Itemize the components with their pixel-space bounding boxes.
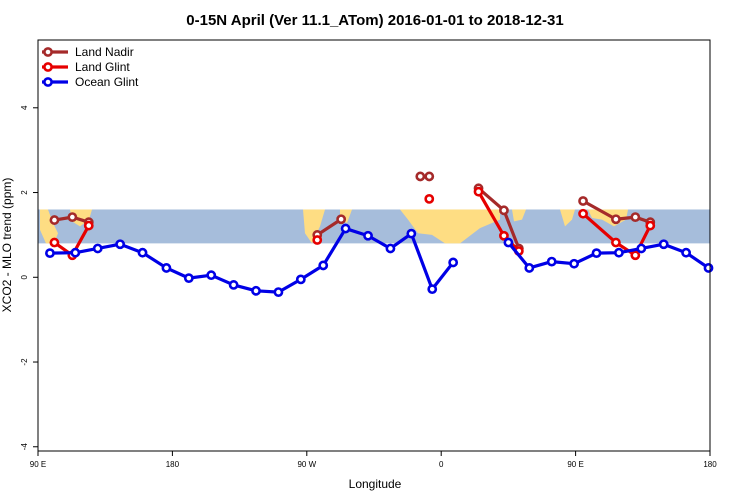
data-point bbox=[406, 228, 417, 239]
y-axis-label: XCO2 - MLO trend (ppm) bbox=[0, 178, 14, 313]
data-point bbox=[295, 274, 306, 285]
data-point bbox=[499, 230, 509, 241]
data-point bbox=[70, 247, 81, 258]
legend-label: Land Glint bbox=[75, 60, 130, 74]
land-mass bbox=[303, 209, 325, 244]
series-line bbox=[507, 241, 710, 270]
y-tick-label: 2 bbox=[20, 190, 29, 195]
legend-label: Ocean Glint bbox=[75, 75, 139, 89]
data-point bbox=[115, 239, 126, 250]
legend-swatch-marker bbox=[43, 47, 53, 57]
data-point bbox=[703, 263, 714, 273]
data-point bbox=[591, 248, 602, 259]
x-tick-label: 90 W bbox=[297, 460, 316, 469]
data-point bbox=[336, 214, 347, 225]
x-tick-label: 180 bbox=[703, 460, 717, 469]
data-point bbox=[611, 214, 621, 225]
data-point bbox=[424, 171, 435, 182]
legend-item: Land Glint bbox=[42, 60, 130, 74]
land-mass bbox=[512, 209, 526, 222]
data-point bbox=[49, 215, 60, 225]
y-tick-label: 4 bbox=[20, 105, 29, 110]
plot-area bbox=[38, 171, 714, 298]
data-point bbox=[503, 237, 514, 248]
x-axis: 90 E 180 90 W 0 90 E 180 bbox=[30, 451, 717, 469]
data-point bbox=[312, 235, 323, 245]
data-point bbox=[273, 287, 284, 298]
y-tick-label: -2 bbox=[20, 358, 29, 366]
land-mass bbox=[40, 209, 58, 244]
data-point bbox=[578, 196, 588, 206]
land-mass bbox=[560, 209, 575, 227]
data-point bbox=[645, 220, 656, 231]
land-mass bbox=[400, 209, 500, 244]
data-point bbox=[49, 237, 60, 248]
legend-swatch-marker bbox=[43, 62, 53, 72]
x-axis-label: Longitude bbox=[349, 477, 402, 491]
data-point bbox=[183, 273, 194, 284]
y-axis: -4 -2 0 2 4 bbox=[20, 105, 38, 450]
data-point bbox=[524, 263, 535, 273]
data-point bbox=[161, 263, 172, 273]
data-point bbox=[473, 186, 484, 197]
legend-item: Ocean Glint bbox=[42, 75, 139, 89]
data-point bbox=[636, 243, 647, 254]
data-point bbox=[385, 243, 396, 254]
data-point bbox=[228, 280, 239, 290]
data-point bbox=[499, 205, 509, 216]
x-tick-label: 90 E bbox=[30, 460, 46, 469]
x-tick-label: 0 bbox=[439, 460, 444, 469]
data-point bbox=[569, 258, 580, 269]
data-point bbox=[92, 243, 103, 254]
data-point bbox=[137, 247, 148, 258]
x-tick-label: 180 bbox=[166, 460, 180, 469]
chart-title: 0-15N April (Ver 11.1_ATom) 2016-01-01 t… bbox=[186, 12, 563, 29]
data-point bbox=[614, 247, 624, 258]
x-tick-label: 90 E bbox=[567, 460, 583, 469]
data-point bbox=[658, 239, 669, 250]
data-point bbox=[340, 223, 351, 234]
legend-swatch-marker bbox=[43, 77, 53, 87]
data-point bbox=[630, 250, 641, 261]
data-point bbox=[630, 212, 641, 223]
data-point bbox=[578, 208, 588, 219]
data-point bbox=[611, 237, 621, 248]
data-point bbox=[415, 171, 426, 182]
legend-item: Land Nadir bbox=[42, 45, 134, 59]
data-point bbox=[448, 257, 459, 268]
data-point bbox=[424, 193, 435, 204]
data-point bbox=[318, 260, 329, 271]
data-point bbox=[363, 230, 373, 241]
series-line bbox=[582, 199, 651, 224]
data-point bbox=[83, 220, 94, 231]
legend-label: Land Nadir bbox=[75, 45, 134, 59]
data-point bbox=[546, 256, 557, 267]
data-point bbox=[67, 212, 78, 223]
data-point bbox=[427, 284, 438, 295]
data-point bbox=[251, 285, 261, 296]
series-line bbox=[582, 212, 652, 257]
plot-frame bbox=[37, 39, 711, 452]
y-tick-label: -4 bbox=[20, 443, 29, 451]
data-point bbox=[206, 270, 217, 281]
y-tick-label: 0 bbox=[20, 275, 29, 280]
data-point bbox=[45, 248, 55, 259]
data-point bbox=[681, 247, 692, 258]
